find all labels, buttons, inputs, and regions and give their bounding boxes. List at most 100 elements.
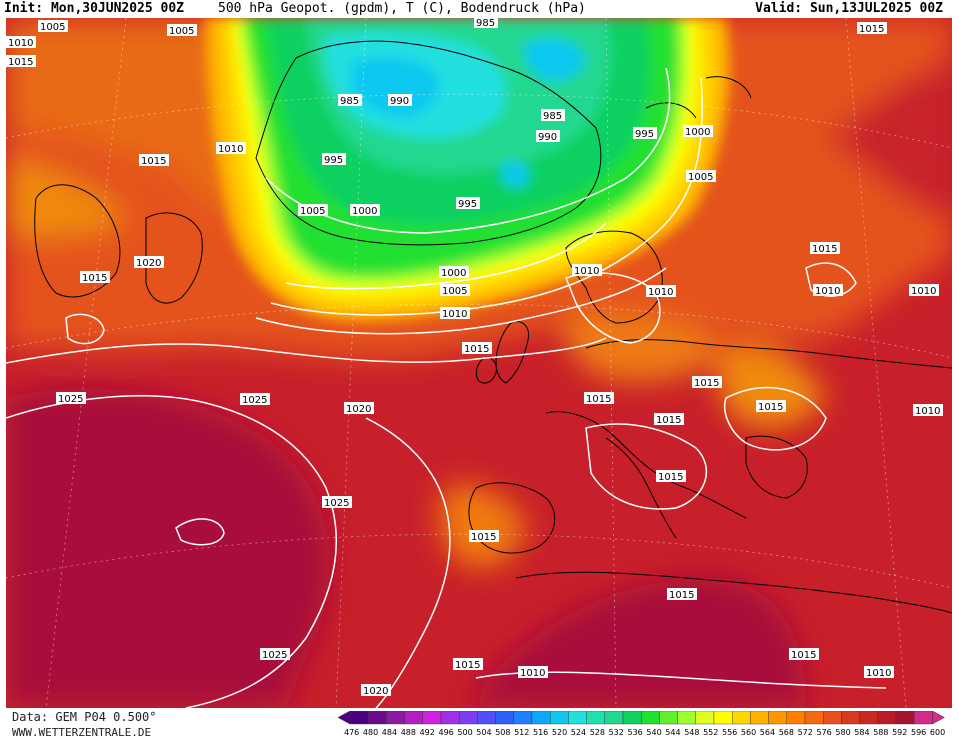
isobar-label: 1015: [857, 22, 887, 35]
isobar-label: 1010: [440, 307, 470, 320]
isobar-label: 1015: [453, 658, 483, 671]
svg-text:1000: 1000: [685, 127, 710, 138]
isobar-label: 1010: [6, 36, 36, 49]
svg-text:1015: 1015: [694, 378, 719, 389]
color-scale-label: 548: [684, 728, 700, 737]
isobar-label: 1025: [240, 393, 270, 406]
isobar-label: 1020: [361, 684, 391, 697]
isobar-label: 1015: [656, 470, 686, 483]
svg-text:1015: 1015: [82, 273, 107, 284]
isobar-label: 1005: [167, 24, 197, 37]
color-scale-label: 556: [722, 728, 738, 737]
isobar-label: 1025: [260, 648, 290, 661]
color-scale-label: 596: [911, 728, 927, 737]
isobar-label: 995: [322, 153, 346, 166]
svg-text:1025: 1025: [58, 394, 83, 405]
isobar-label: 1010: [518, 666, 548, 679]
color-scale-arrow-high: [932, 711, 945, 725]
svg-text:1010: 1010: [218, 144, 243, 155]
geopotential-field: [6, 18, 952, 708]
color-scale-swatch: [386, 711, 405, 725]
valid-time: Valid: Sun,13JUL2025 00Z: [755, 1, 943, 16]
isobars: [6, 67, 887, 708]
isobar-label: 1015: [462, 342, 492, 355]
isobar-label: 1015: [756, 400, 786, 413]
color-scale-swatch: [768, 711, 788, 725]
svg-text:1010: 1010: [866, 668, 891, 679]
isobar-label: 1000: [683, 125, 713, 138]
svg-text:1005: 1005: [40, 22, 65, 33]
svg-text:1005: 1005: [688, 172, 713, 183]
weather-map[interactable]: 1005 1005 1010 1015 985 985 990 985 990 …: [6, 18, 952, 708]
color-scale-label: 536: [627, 728, 643, 737]
svg-text:1025: 1025: [262, 650, 287, 661]
svg-text:1010: 1010: [8, 38, 33, 49]
svg-text:1015: 1015: [669, 590, 694, 601]
isobar-label: 985: [474, 18, 498, 29]
site-url: WWW.WETTERZENTRALE.DE: [12, 726, 152, 739]
isobar-label: 1015: [139, 154, 169, 167]
svg-text:1005: 1005: [169, 26, 194, 37]
lat-lon-grid: [6, 18, 952, 708]
isobar-label: 1005: [38, 20, 68, 33]
color-scale-swatch: [695, 711, 715, 725]
svg-text:1000: 1000: [441, 268, 466, 279]
color-scale-label: 576: [816, 728, 832, 737]
color-scale-label: 504: [476, 728, 492, 737]
isobar-label: 985: [541, 109, 565, 122]
color-scale-swatch: [659, 711, 678, 725]
color-scale-swatch: [477, 711, 496, 725]
svg-text:1010: 1010: [911, 286, 936, 297]
svg-text:1015: 1015: [656, 415, 681, 426]
svg-text:990: 990: [390, 96, 409, 107]
color-scale-swatch: [349, 711, 369, 725]
color-scale-swatch: [895, 711, 915, 725]
isobar-label: 1010: [913, 404, 943, 417]
footer: Data: GEM P04 0.500° WWW.WETTERZENTRALE.…: [0, 708, 959, 741]
color-scale-swatch: [677, 711, 697, 725]
svg-text:1015: 1015: [586, 394, 611, 405]
color-scale-swatch: [404, 711, 423, 725]
color-scale-swatch: [713, 711, 733, 725]
color-scale-swatch: [750, 711, 769, 725]
color-scale-label: 508: [495, 728, 511, 737]
isobar-label: 990: [536, 130, 560, 143]
color-scale-label: 588: [873, 728, 889, 737]
color-scale-label: 532: [608, 728, 624, 737]
color-scale-swatch: [422, 711, 442, 725]
svg-text:1010: 1010: [574, 266, 599, 277]
color-scale-swatch: [859, 711, 878, 725]
data-source: Data: GEM P04 0.500°: [12, 710, 157, 724]
color-scale-swatch: [622, 711, 642, 725]
color-scale-swatch: [804, 711, 824, 725]
isobar-label: 995: [456, 197, 480, 210]
svg-text:1010: 1010: [442, 309, 467, 320]
color-scale-label: 560: [740, 728, 757, 737]
color-scale-swatch: [513, 711, 533, 725]
svg-text:1010: 1010: [520, 668, 545, 679]
isobar-label: 1020: [344, 402, 374, 415]
isobar-label: 1010: [572, 264, 602, 277]
svg-text:1010: 1010: [815, 286, 840, 297]
color-scale-labels: 476 480 484 488 492 496 500 504 508 512 516 520 524 5…: [344, 728, 949, 740]
svg-text:990: 990: [538, 132, 557, 143]
map-title: 500 hPa Geopot. (gpdm), T (C), Bodendruc…: [218, 1, 586, 16]
svg-text:985: 985: [476, 18, 495, 29]
svg-text:985: 985: [543, 111, 562, 122]
svg-text:1015: 1015: [141, 156, 166, 167]
svg-text:985: 985: [340, 96, 359, 107]
svg-text:1020: 1020: [346, 404, 371, 415]
isobar-label: 1015: [667, 588, 697, 601]
color-scale-label: 488: [400, 728, 416, 737]
color-scale-swatch: [586, 711, 606, 725]
isobar-labels: 1005 1005 1010 1015 985 985 990 985 990 …: [6, 18, 943, 697]
color-scale-swatch: [495, 711, 515, 725]
isobar-label: 1015: [80, 271, 110, 284]
svg-text:1015: 1015: [455, 660, 480, 671]
isobar-label: 1015: [810, 242, 840, 255]
color-scale-label: 568: [778, 728, 794, 737]
isobar-label: 1015: [469, 530, 499, 543]
svg-text:1015: 1015: [658, 472, 683, 483]
isobar-label: 1000: [439, 266, 469, 279]
color-scale-swatch: [877, 711, 897, 725]
